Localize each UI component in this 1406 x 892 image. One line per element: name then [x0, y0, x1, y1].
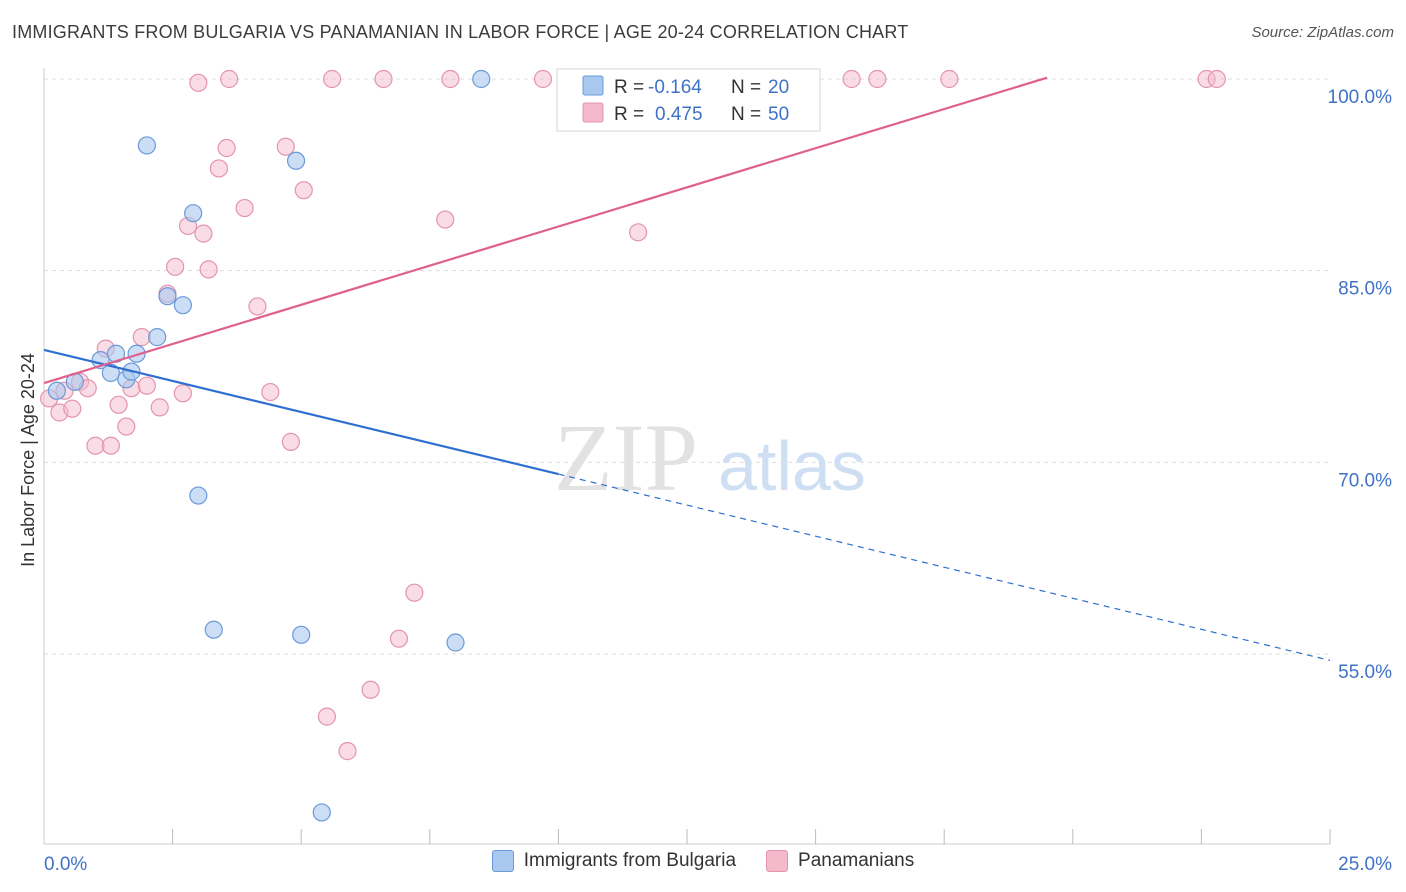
- panamanians-point: [109, 395, 128, 414]
- bulgaria-point: [127, 344, 146, 363]
- panamanians-point: [294, 181, 313, 200]
- legend-item-bulgaria: Immigrants from Bulgaria: [491, 850, 737, 872]
- panamanians-point: [436, 210, 455, 229]
- panamanians-point: [166, 257, 185, 276]
- panamanians-point: [137, 376, 156, 395]
- panamanians-point: [220, 69, 239, 89]
- panamanians-point: [150, 398, 169, 417]
- bulgaria-point: [472, 69, 491, 89]
- x-tick-label-0: 0.0%: [44, 854, 87, 875]
- panamanians-point: [317, 707, 337, 726]
- legend-n-label-1: N =: [731, 77, 761, 98]
- y-tick-label-3: 100.0%: [1328, 87, 1393, 108]
- legend-label-bulgaria: Immigrants from Bulgaria: [523, 850, 737, 871]
- legend-item-panamanians: Panamanians: [766, 850, 914, 872]
- panamanians-point: [86, 436, 105, 455]
- bulgaria-point: [446, 633, 465, 652]
- panamanians-point: [173, 384, 192, 403]
- bulgaria-point: [148, 328, 167, 347]
- watermark-atlas: atlas: [718, 427, 866, 505]
- bulgaria-point: [158, 287, 177, 306]
- legend-r-label-1: R =: [614, 77, 644, 98]
- panamanians-point: [248, 297, 267, 316]
- legend-bottom: Immigrants from Bulgaria Panamanians: [0, 850, 1406, 872]
- y-tick-label-2: 85.0%: [1338, 279, 1392, 300]
- bulgaria-trend-solid: [43, 348, 559, 476]
- bulgaria-point: [184, 204, 203, 223]
- panamanians-point: [101, 436, 120, 455]
- panamanians-point: [132, 328, 151, 347]
- panamanians-point: [209, 159, 228, 178]
- legend-n-label-2: N =: [731, 104, 761, 125]
- source-credit: Source: ZipAtlas.com: [1251, 24, 1394, 41]
- legend-top: R = -0.164 N = 20 R = 0.475 N = 50: [556, 68, 821, 132]
- legend-swatch-panamanians: [582, 102, 604, 123]
- panamanians-point: [629, 223, 648, 242]
- bulgaria-point: [173, 296, 192, 315]
- panamanians-point: [276, 137, 295, 156]
- panamanians-point: [235, 198, 254, 218]
- bulgaria-point: [47, 381, 66, 400]
- panamanians-point: [63, 399, 82, 418]
- legend-swatch-panamanians-bottom: [766, 850, 789, 872]
- panamanians-trend: [43, 76, 1048, 385]
- trend-lines: [43, 76, 1331, 661]
- bulgaria-point: [312, 803, 331, 822]
- y-axis-label: In Labor Force | Age 20-24: [18, 353, 38, 567]
- legend-r-label-2: R =: [614, 104, 644, 125]
- bulgaria-point: [189, 486, 208, 505]
- panamanians-point: [842, 69, 861, 89]
- panamanians-point: [194, 224, 213, 243]
- panamanians-point: [117, 417, 136, 436]
- panamanians-point: [940, 69, 959, 89]
- panamanians-point: [217, 138, 236, 158]
- legend-n-value-2: 50: [768, 104, 789, 125]
- panamanians-point: [189, 73, 208, 92]
- x-tick-label-1: 25.0%: [1338, 854, 1392, 875]
- bulgaria-points: [47, 69, 491, 822]
- panamanians-point: [1207, 69, 1226, 89]
- bulgaria-trend-dashed: [558, 473, 1331, 661]
- y-tick-label-0: 55.0%: [1338, 662, 1392, 683]
- panamanians-point: [374, 69, 393, 89]
- axes: 0.0% 25.0%: [43, 68, 1392, 875]
- chart-title: IMMIGRANTS FROM BULGARIA VS PANAMANIAN I…: [12, 22, 909, 42]
- panamanians-point: [441, 69, 460, 89]
- panamanians-point: [322, 69, 342, 89]
- bulgaria-point: [137, 136, 156, 155]
- panamanians-point: [281, 432, 301, 451]
- panamanians-point: [405, 583, 424, 602]
- bulgaria-point: [286, 151, 306, 170]
- panamanians-point: [389, 629, 409, 648]
- legend-label-panamanians: Panamanians: [798, 850, 915, 871]
- panamanians-point: [261, 382, 280, 402]
- gridlines: 55.0% 70.0% 85.0% 100.0%: [44, 78, 1393, 683]
- panamanians-point: [361, 680, 380, 699]
- legend-r-value-1: -0.164: [648, 77, 702, 98]
- panamanians-point: [338, 742, 357, 761]
- bulgaria-point: [204, 620, 223, 639]
- bulgaria-point: [292, 625, 311, 644]
- panamanians-point: [868, 69, 887, 89]
- panamanians-point: [199, 260, 218, 279]
- watermark-zip: ZIP: [554, 404, 698, 511]
- panamanians-point: [533, 69, 553, 89]
- legend-n-value-1: 20: [768, 77, 789, 98]
- legend-swatch-bulgaria-bottom: [491, 850, 514, 872]
- watermark: ZIP atlas: [554, 404, 866, 511]
- bulgaria-point: [101, 363, 120, 382]
- legend-r-value-2: 0.475: [655, 104, 703, 125]
- y-tick-label-1: 70.0%: [1338, 470, 1392, 491]
- legend-swatch-bulgaria: [582, 75, 604, 96]
